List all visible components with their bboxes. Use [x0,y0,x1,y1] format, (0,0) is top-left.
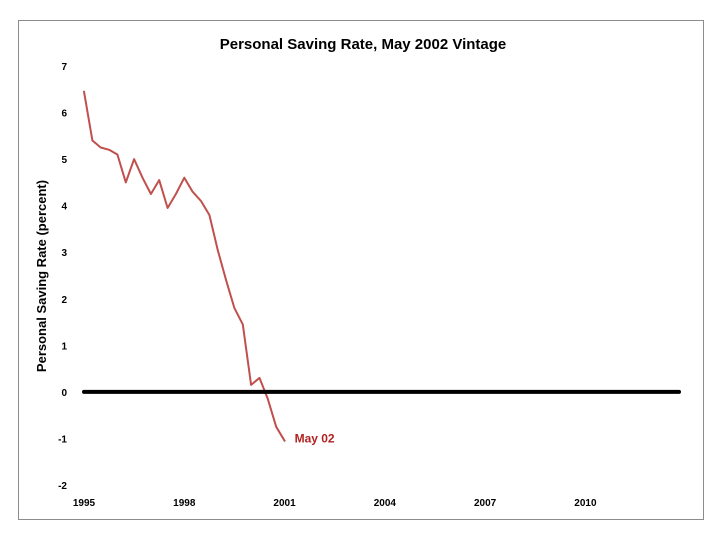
y-tick-label: -2 [58,481,67,492]
line-chart: Personal Saving Rate, May 2002 Vintage P… [34,36,681,509]
y-tick-label: 1 [61,341,67,352]
x-tick-label: 1998 [173,498,196,509]
y-tick-label: 2 [61,295,67,306]
annotations: May 02 [295,431,335,445]
x-tick-label: 2004 [374,498,397,509]
y-tick-labels: 7 6 5 4 3 2 1 0 -1 -2 [58,62,67,492]
y-tick-label: 5 [61,155,67,166]
chart-frame: Personal Saving Rate, May 2002 Vintage P… [18,20,704,520]
y-axis-label: Personal Saving Rate (percent) [34,180,49,372]
y-tick-label: 6 [61,109,67,120]
saving-rate-line [83,90,286,442]
y-tick-label: 7 [61,62,67,73]
y-tick-label: 4 [61,202,67,213]
y-tick-label: 3 [61,248,67,259]
y-tick-label: 0 [61,388,67,399]
x-tick-label: 2010 [574,498,597,509]
x-tick-label: 1995 [73,498,96,509]
x-tick-label: 2007 [474,498,497,509]
x-tick-labels: 1995 1998 2001 2004 2007 2010 [73,498,597,509]
y-tick-label: -1 [58,434,67,445]
series-lines [82,90,681,442]
x-tick-label: 2001 [273,498,296,509]
annotation-label: May 02 [295,431,335,445]
chart-title: Personal Saving Rate, May 2002 Vintage [220,36,507,53]
